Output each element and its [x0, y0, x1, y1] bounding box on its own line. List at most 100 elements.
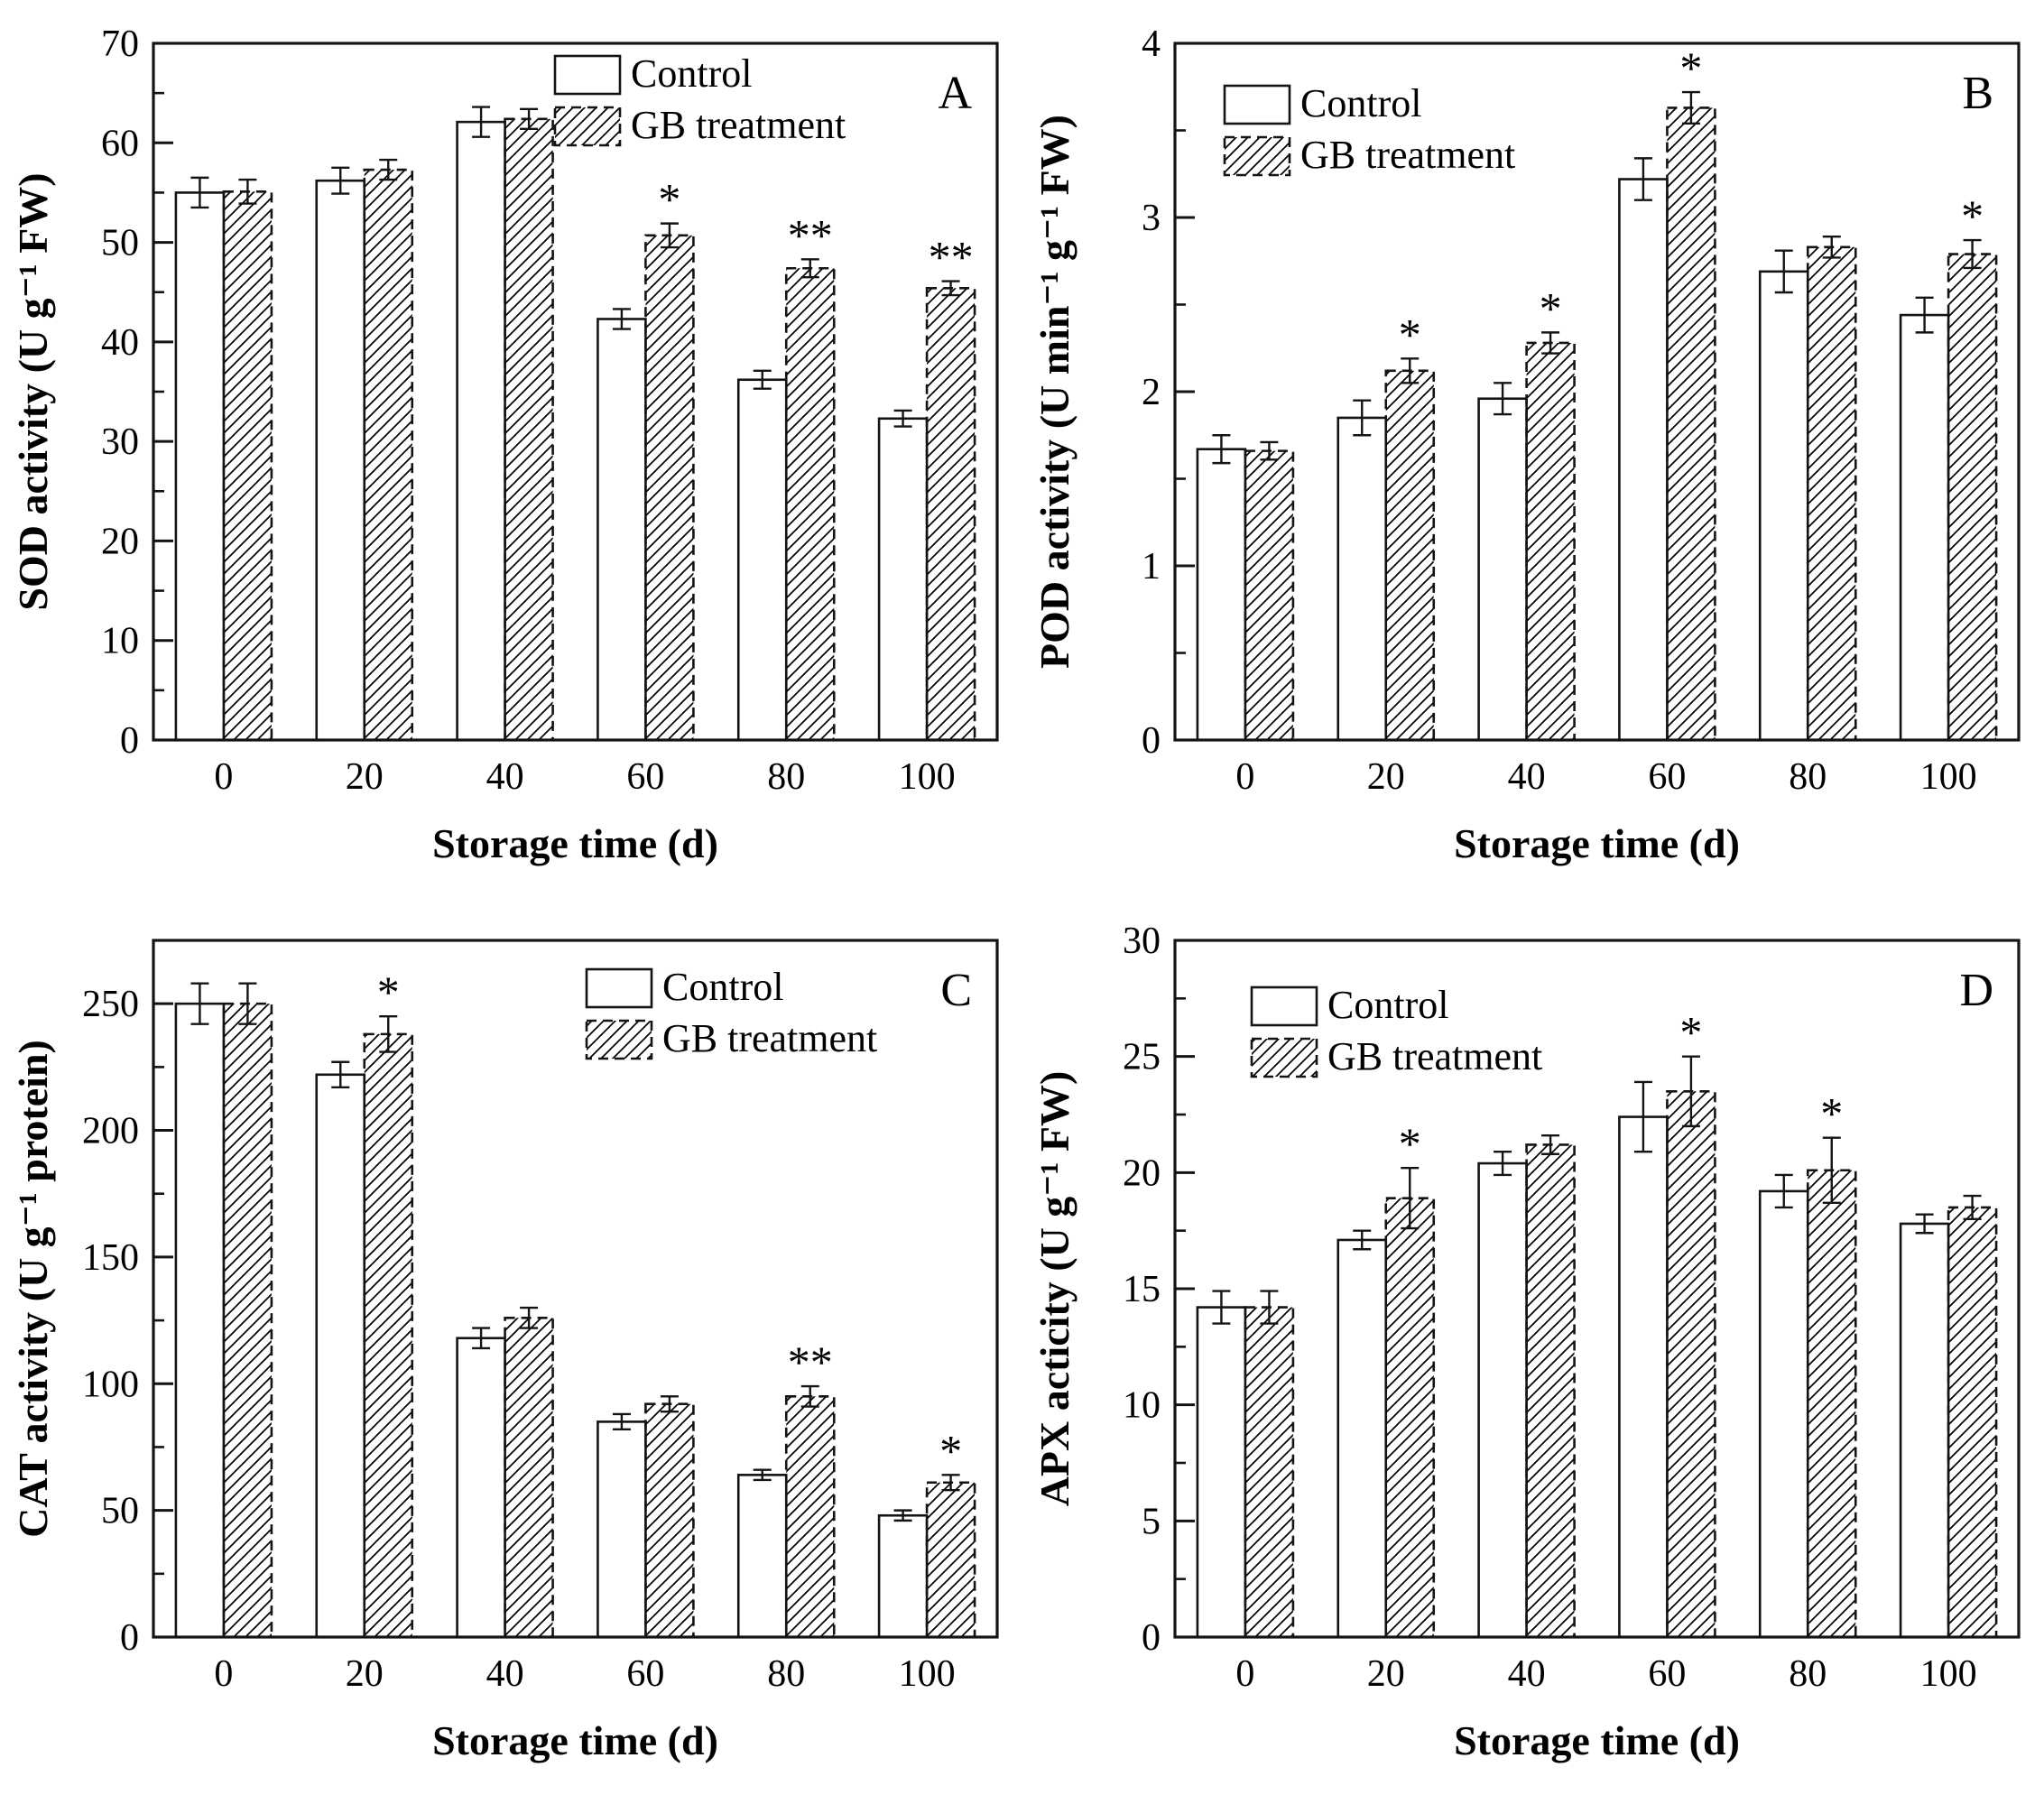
- bar-control: [174, 191, 226, 742]
- panel-letter: A: [938, 68, 972, 119]
- legend-swatch-gb-treatment: [553, 106, 622, 147]
- bar-control: [456, 120, 506, 742]
- x-tick-label: 60: [626, 756, 664, 798]
- bar-gb-treatment: [925, 287, 976, 742]
- y-tick-label: 0: [1142, 720, 1161, 762]
- bar-control: [1618, 178, 1669, 742]
- x-tick-label: 80: [767, 1653, 805, 1695]
- y-tick-label: 30: [1123, 921, 1161, 962]
- chart-panel-apx: 0 * 20 40 * 60 * 80 100 0 5 10 15 20 25 30 Storage time …: [1022, 897, 2044, 1795]
- bar-gb-treatment: [1947, 253, 1998, 742]
- x-tick-label: 0: [214, 756, 233, 798]
- chart-panel-cat: 0 * 20 40 60 ** 80 * 100 0 50 100 150 200 250 Storage t…: [0, 897, 1022, 1795]
- chart-panel-sod: 0 20 40 * 60 ** 80 ** 100 0 10 20 30 40 50 60 70 Storage …: [0, 0, 1022, 897]
- bar-gb-treatment: [1806, 245, 1857, 742]
- y-axis-title: APX acticity (U g⁻¹ FW): [1031, 1071, 1077, 1507]
- bar-gb-treatment: [1525, 1143, 1576, 1639]
- legend-swatch-gb-treatment: [1250, 1037, 1318, 1078]
- legend-label: GB treatment: [631, 103, 846, 147]
- y-tick-label: 40: [101, 322, 139, 364]
- x-tick-label: 60: [626, 1653, 664, 1695]
- panel-letter: B: [1962, 68, 1993, 119]
- significance-marker: **: [788, 1337, 833, 1387]
- bar-control: [1899, 313, 1950, 742]
- pod-activity-chart: 0 * 20 * 40 * 60 80 * 100 0 1 2 3 4 Storage time (d) POD…: [1031, 23, 2021, 866]
- plot-box: [152, 42, 999, 742]
- x-axis-title: Storage time (d): [432, 1717, 718, 1763]
- x-axis-title: Storage time (d): [1454, 820, 1740, 866]
- y-tick-label: 100: [82, 1364, 139, 1405]
- bar-control: [597, 1420, 647, 1639]
- y-tick-label: 10: [1123, 1385, 1161, 1427]
- bar-control: [597, 318, 647, 742]
- x-tick-label: 0: [214, 1653, 233, 1695]
- bar-control: [1477, 397, 1528, 742]
- y-tick-label: 200: [82, 1111, 139, 1152]
- y-tick-label: 0: [1142, 1617, 1161, 1659]
- y-tick-label: 70: [101, 23, 139, 65]
- bar-control: [1336, 416, 1388, 742]
- y-axis-title: CAT activity (U g⁻¹ protein): [10, 1040, 56, 1538]
- bar-gb-treatment: [504, 117, 554, 742]
- significance-marker: **: [929, 232, 974, 282]
- x-tick-label: 0: [1235, 1653, 1254, 1695]
- significance-marker: *: [1540, 282, 1562, 333]
- x-tick-label: 100: [899, 756, 956, 798]
- y-tick-label: 60: [101, 123, 139, 164]
- legend-swatch-control: [585, 967, 653, 1009]
- bar-control: [1196, 1306, 1247, 1639]
- bar-control: [174, 1002, 226, 1639]
- bar-gb-treatment: [504, 1316, 554, 1639]
- bar-gb-treatment: [1244, 1306, 1295, 1639]
- x-tick-label: 60: [1648, 1653, 1686, 1695]
- y-tick-label: 3: [1142, 198, 1161, 239]
- bar-gb-treatment: [222, 190, 273, 742]
- bar-control: [315, 179, 366, 742]
- x-tick-label: 40: [1508, 1653, 1546, 1695]
- bar-gb-treatment: [363, 168, 414, 742]
- panel-letter: C: [940, 965, 972, 1016]
- x-tick-label: 20: [346, 756, 384, 798]
- bar-gb-treatment: [784, 1395, 836, 1639]
- x-axis-title: Storage time (d): [1454, 1717, 1740, 1763]
- legend-label: GB treatment: [662, 1016, 877, 1060]
- legend-swatch-control: [1223, 84, 1291, 125]
- y-tick-label: 2: [1142, 372, 1161, 413]
- bar-control: [1477, 1161, 1528, 1639]
- bar-control: [877, 417, 929, 742]
- y-tick-label: 150: [82, 1237, 139, 1279]
- x-tick-label: 40: [1508, 756, 1546, 798]
- y-tick-label: 250: [82, 984, 139, 1025]
- legend-swatch-gb-treatment: [585, 1019, 653, 1060]
- y-tick-label: 5: [1142, 1501, 1161, 1542]
- legend-swatch-control: [1250, 985, 1318, 1027]
- panel-letter: D: [1959, 965, 1993, 1016]
- bar-control: [1758, 270, 1809, 742]
- y-tick-label: 20: [101, 521, 139, 562]
- bar-gb-treatment: [644, 234, 695, 742]
- y-tick-label: 50: [101, 1491, 139, 1532]
- x-tick-label: 20: [1367, 756, 1405, 798]
- y-axis-title: POD activity (U min⁻¹ g⁻¹ FW): [1031, 115, 1077, 669]
- legend-label: GB treatment: [1327, 1034, 1542, 1078]
- significance-marker: **: [788, 209, 833, 260]
- x-tick-label: 20: [1367, 1653, 1405, 1695]
- bar-control: [315, 1073, 366, 1639]
- x-tick-label: 80: [1789, 756, 1827, 798]
- x-tick-label: 60: [1648, 756, 1686, 798]
- bar-control: [877, 1513, 929, 1639]
- y-tick-label: 4: [1142, 23, 1161, 65]
- legend-swatch-gb-treatment: [1223, 135, 1291, 177]
- significance-marker: *: [1399, 1118, 1421, 1169]
- bar-gb-treatment: [925, 1481, 976, 1639]
- bar-gb-treatment: [644, 1402, 695, 1639]
- legend-label: Control: [631, 51, 752, 96]
- y-tick-label: 20: [1123, 1152, 1161, 1194]
- bar-gb-treatment: [363, 1032, 414, 1639]
- y-tick-label: 0: [120, 1617, 139, 1659]
- y-tick-label: 0: [120, 720, 139, 762]
- y-tick-label: 50: [101, 223, 139, 264]
- y-tick-label: 25: [1123, 1037, 1161, 1078]
- y-tick-label: 30: [101, 421, 139, 463]
- bar-control: [1196, 448, 1247, 742]
